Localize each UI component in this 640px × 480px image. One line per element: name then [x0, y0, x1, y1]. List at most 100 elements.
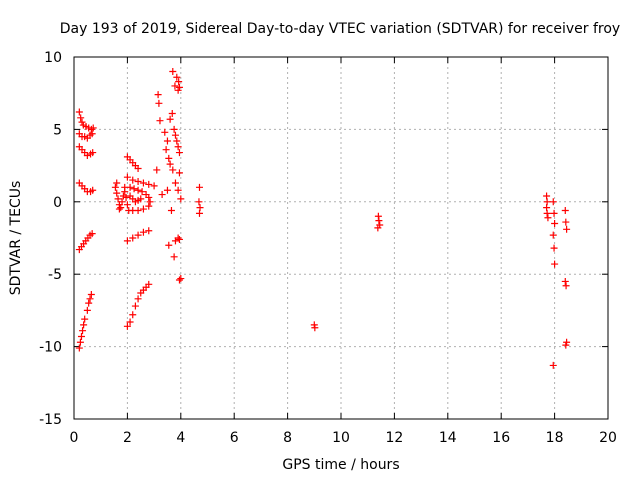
chart-title: Day 193 of 2019, Sidereal Day-to-day VTE… [60, 21, 620, 37]
data-point [77, 332, 85, 340]
data-point [551, 220, 559, 228]
y-tick-label: -5 [48, 267, 62, 283]
data-point [165, 241, 173, 249]
data-point [122, 193, 130, 201]
data-point [169, 166, 177, 174]
data-point [561, 206, 569, 214]
data-point [549, 231, 557, 239]
data-point [156, 117, 164, 125]
data-point [195, 183, 203, 191]
axis-ticks: 0 2 4 6 8 10 12 14 16 18 20 -15 -10 -5 0 5 10 [39, 50, 617, 446]
data-point [551, 260, 559, 268]
data-point [134, 186, 142, 194]
plot-frame [73, 56, 609, 420]
data-point [114, 195, 122, 203]
data-point [195, 209, 203, 217]
y-axis-label: SDTVAR / TECUs [8, 181, 24, 296]
data-point [544, 214, 552, 222]
data-point [117, 204, 125, 212]
data-point [123, 237, 131, 245]
data-point [77, 114, 85, 122]
data-point [134, 231, 142, 239]
data-point [150, 182, 158, 190]
data-point [549, 198, 557, 206]
data-point [123, 322, 131, 330]
data-point [88, 130, 96, 138]
data-point [562, 341, 570, 349]
data-point [543, 209, 551, 217]
data-point [75, 108, 83, 116]
data-point [87, 290, 95, 298]
data-point [75, 344, 83, 352]
x-tick-label: 6 [230, 430, 239, 446]
data-point [153, 166, 161, 174]
data-point [111, 183, 119, 191]
data-point [138, 188, 146, 196]
data-point [167, 206, 175, 214]
data-point [162, 146, 170, 154]
data-point [76, 338, 84, 346]
data-point [80, 321, 88, 329]
data-point [134, 178, 142, 186]
data-point [161, 128, 169, 136]
data-point [89, 149, 97, 157]
x-tick-label: 0 [70, 430, 79, 446]
grid [74, 57, 608, 419]
y-tick-label: 5 [53, 122, 62, 138]
x-tick-label: 18 [546, 430, 564, 446]
data-point [115, 205, 123, 213]
data-point [173, 137, 181, 145]
data-point [126, 183, 134, 191]
data-point [129, 311, 137, 319]
data-point [563, 225, 571, 233]
data-point [177, 275, 185, 283]
data-point [89, 124, 97, 132]
data-point [83, 151, 91, 159]
data-point [171, 82, 179, 90]
data-point [79, 327, 87, 335]
data-point [145, 202, 153, 210]
data-point [550, 244, 558, 252]
data-point [173, 73, 181, 81]
data-point [129, 234, 137, 242]
data-point [177, 195, 185, 203]
data-point [170, 125, 178, 133]
data-point [174, 143, 182, 151]
data-point [175, 78, 183, 86]
data-point [174, 86, 182, 94]
data-point [562, 218, 570, 226]
data-point [134, 295, 142, 303]
data-point [125, 206, 133, 214]
data-point [174, 186, 182, 194]
data-point [113, 189, 121, 197]
x-tick-label: 20 [599, 430, 617, 446]
data-point [550, 209, 558, 217]
data-point [131, 302, 139, 310]
data-point [168, 109, 176, 117]
data-point [175, 169, 183, 177]
data-point [562, 282, 570, 290]
data-point [375, 217, 383, 225]
data-point [169, 67, 177, 75]
data-point [145, 227, 153, 235]
data-point [118, 198, 126, 206]
data-point [311, 324, 319, 332]
data-point [113, 179, 121, 187]
data-point [175, 149, 183, 157]
data-point [123, 173, 131, 181]
data-point [175, 276, 183, 284]
x-tick-label: 4 [176, 430, 185, 446]
x-tick-label: 10 [332, 430, 350, 446]
x-axis-label: GPS time / hours [282, 457, 399, 473]
data-point [374, 224, 382, 232]
data-point [145, 193, 153, 201]
data-point [163, 186, 171, 194]
data-point [165, 154, 173, 162]
data-point [171, 131, 179, 139]
data-point [163, 137, 171, 145]
data-point [88, 230, 96, 238]
data-point [145, 280, 153, 288]
data-point [83, 306, 91, 314]
y-tick-label: -15 [39, 412, 62, 428]
